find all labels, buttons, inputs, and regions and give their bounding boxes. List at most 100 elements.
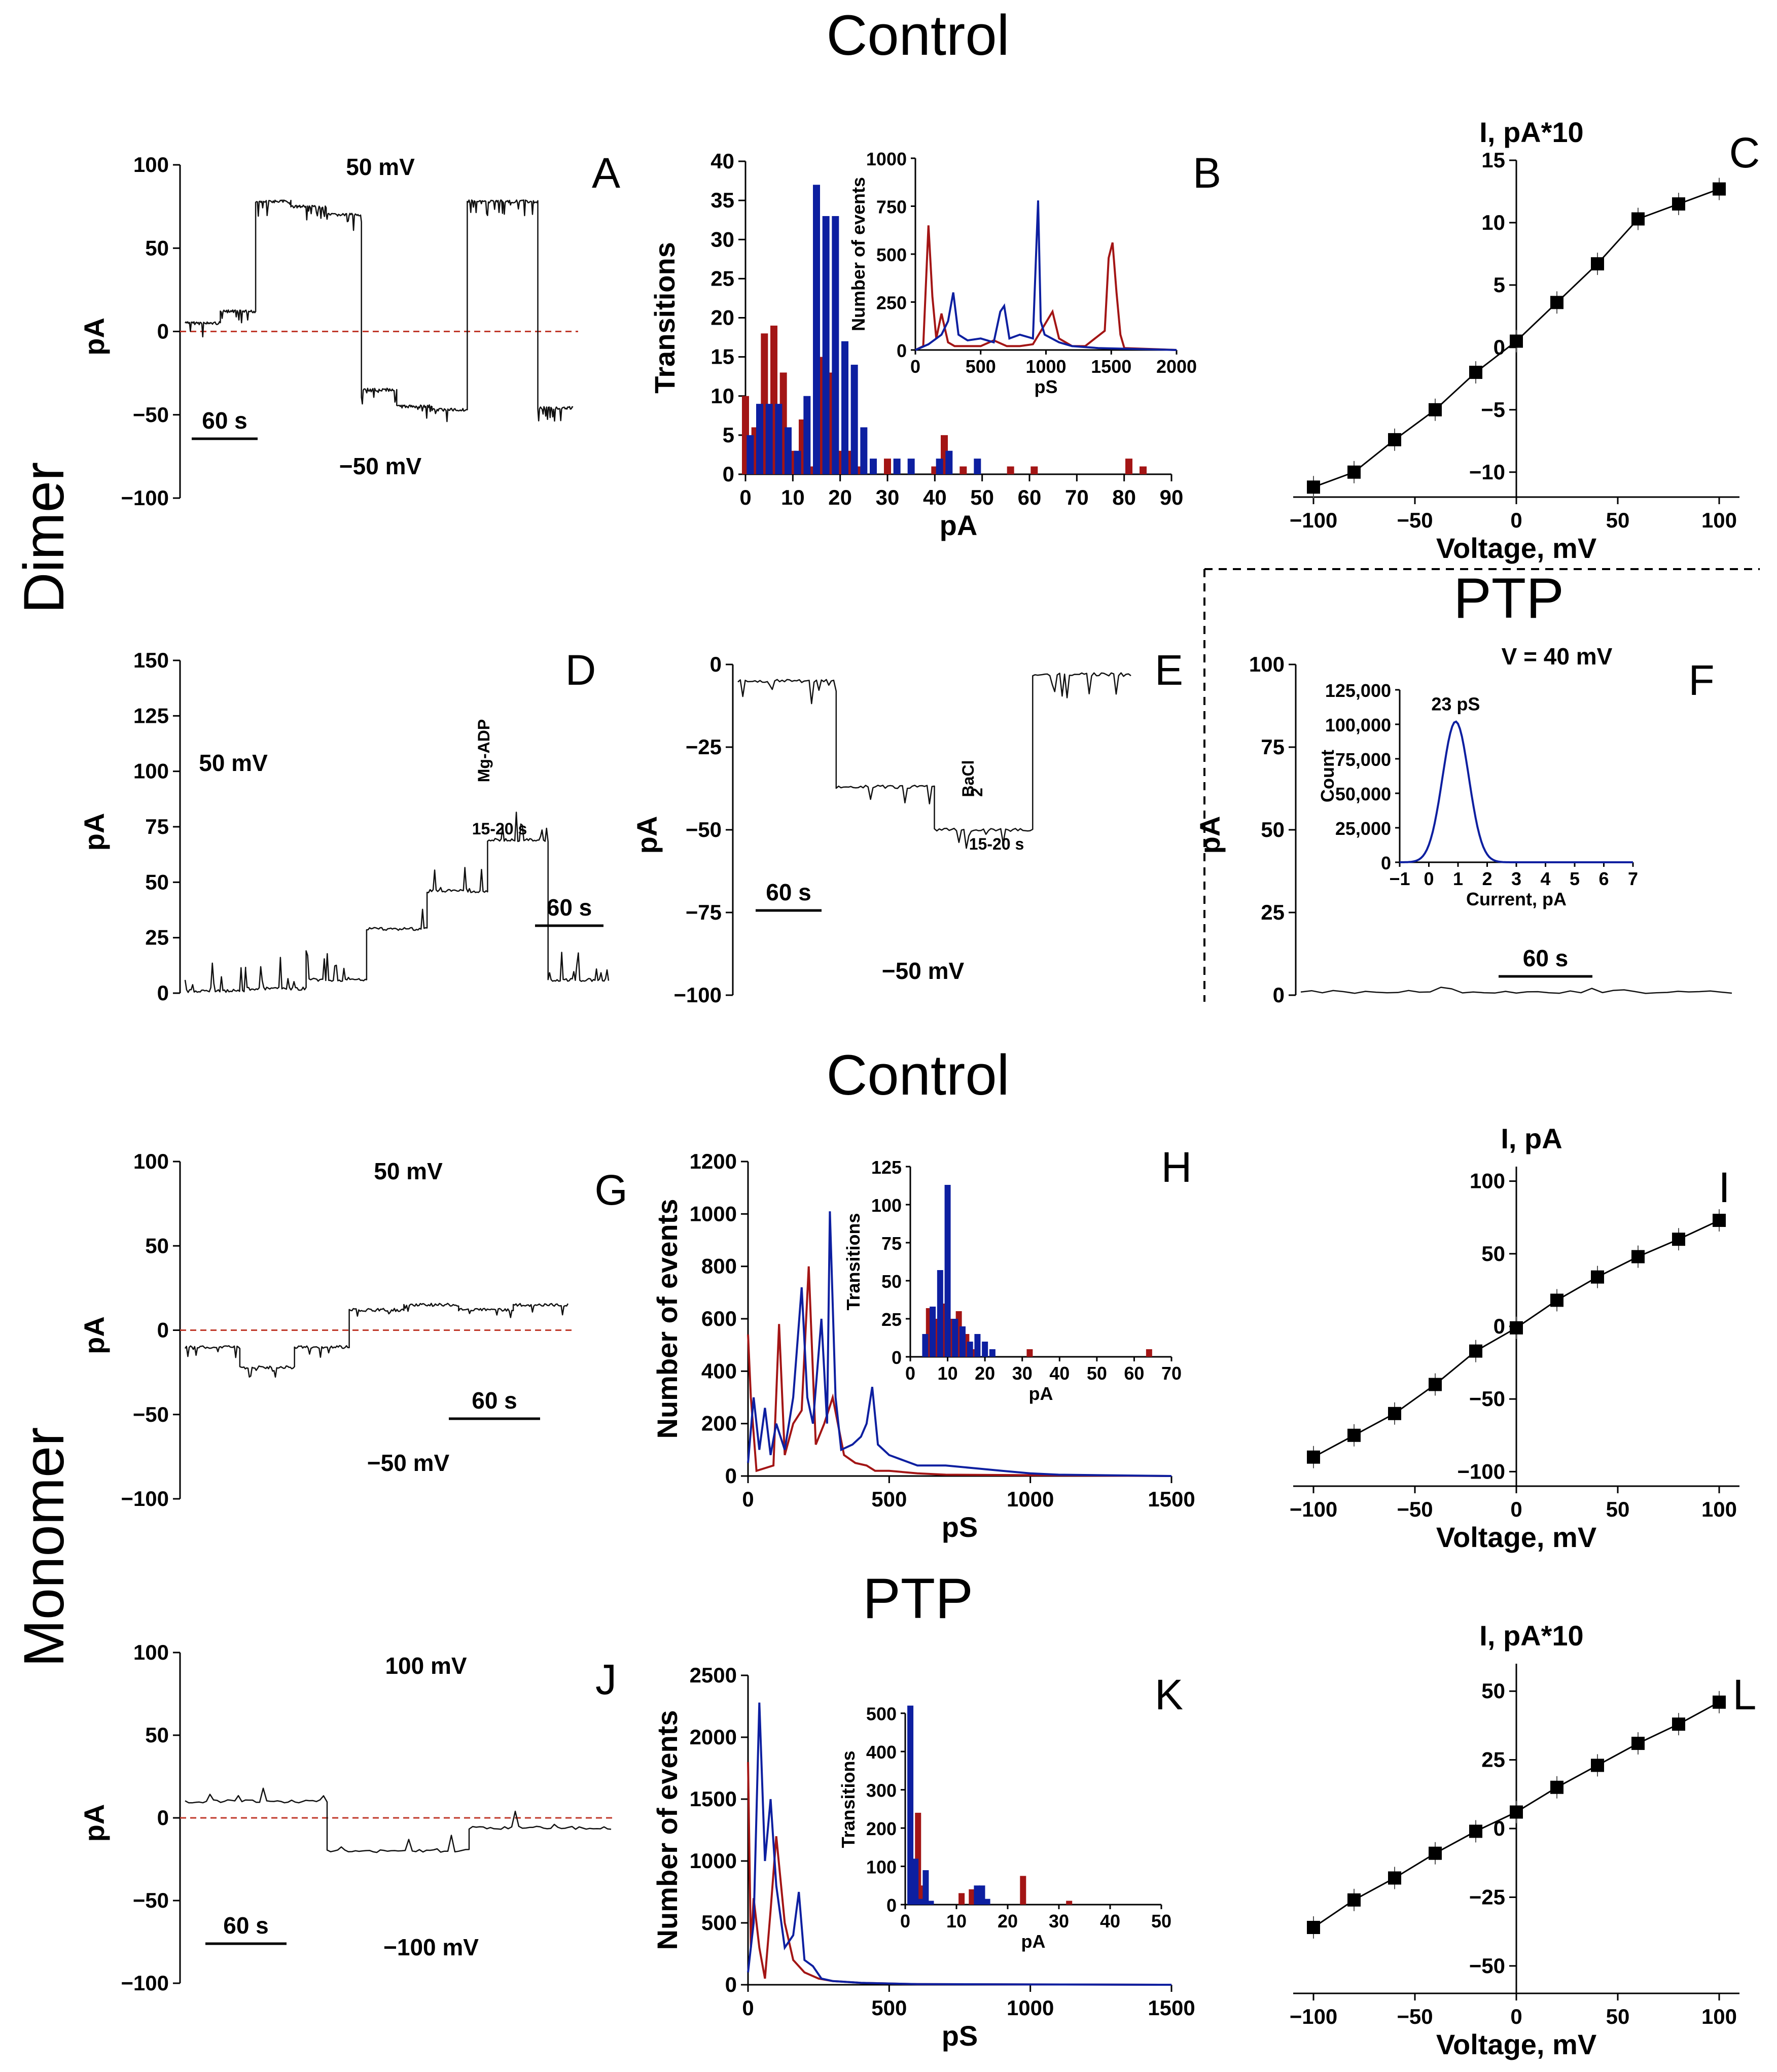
y-tick-label: 1000 [690,1202,737,1225]
panel-letter-D: D [565,646,596,694]
trace-A [185,199,574,423]
y-tick-label: 100 [133,1149,169,1173]
y-tick-label: 50 [1481,1679,1505,1703]
x-tick-label: 100 [1701,2005,1737,2028]
x-tick-label: 90 [1160,485,1184,509]
bar-B-blue [747,435,754,474]
x-tick-label: 50 [1606,1497,1630,1521]
bar-H-inset-red [1026,1349,1033,1357]
x-axis-label-I: Voltage, mV [1436,1521,1596,1553]
y-tick-label: 125 [871,1157,902,1178]
bar-H-inset-blue [930,1307,936,1357]
x-tick-label: 100 [1701,508,1737,532]
x-tick-label: 40 [1049,1363,1070,1384]
x-tick-label: 7 [1628,868,1638,889]
data-point-C [1631,212,1645,226]
x-tick-label: 70 [1065,485,1089,509]
x-axis-label-L: Voltage, mV [1436,2028,1596,2060]
data-point-L [1631,1737,1645,1750]
x-tick-label: 0 [910,356,920,377]
y-tick-label: 10 [1481,210,1505,234]
data-point-C [1550,296,1563,309]
y-tick-label: 300 [866,1780,897,1801]
inset-y-label-B: Number of events [848,177,869,331]
y-tick-label: 600 [701,1307,737,1330]
y-tick-label: 200 [866,1818,897,1839]
y-tick-label: 800 [701,1254,737,1278]
data-point-L [1469,1824,1482,1838]
y-tick-label: 75,000 [1335,749,1391,770]
side-label-monomer: Monomer [12,1427,76,1667]
bar-K-inset-blue [917,1899,924,1905]
y-tick-label: 1000 [866,149,907,169]
y-tick-label: −50 [1469,1387,1505,1411]
x-tick-label: 10 [946,1911,967,1931]
x-tick-label: 1500 [1091,356,1131,377]
inset-y-label-K: Transitions [838,1750,859,1848]
x-tick-label: 4 [1540,868,1550,889]
x-tick-label: 2000 [1156,356,1197,377]
gaussian-fit-F [1399,720,1633,863]
data-point-C [1307,480,1320,494]
y-tick-label: 5 [723,423,734,447]
bar-K-inset-red [958,1893,965,1905]
bar-B-blue [813,185,820,474]
bar-B-blue [860,427,868,474]
y-tick-label: 25 [1481,1748,1505,1772]
x-tick-label: 100 [1701,1497,1737,1521]
y-axis-label-J: pA [78,1804,110,1842]
y-tick-label: 100 [866,1857,897,1878]
data-point-C [1388,433,1401,446]
x-tick-label: 30 [876,485,900,509]
scale-bar-label-E: 60 s [766,879,811,905]
x-tick-label: −100 [1290,508,1338,532]
section-title-ptp-bot: PTP [863,1567,973,1630]
y-tick-label: 100 [133,759,169,783]
x-axis-label-C: Voltage, mV [1436,532,1596,564]
y-tick-label: −50 [686,818,722,841]
inset-y-label-H: Transitions [843,1213,864,1310]
x-tick-label: −100 [1290,1497,1338,1521]
panel-letter-L: L [1733,1671,1757,1718]
bar-K-inset-blue [979,1885,985,1905]
y-tick-label: 125,000 [1325,680,1391,701]
y-tick-label: −100 [673,983,722,1007]
y-tick-label: 30 [710,227,734,251]
data-point-C [1591,257,1604,271]
y-tick-label: 50 [145,236,169,260]
y-tick-label: −25 [1469,1885,1505,1909]
data-point-L [1307,1921,1320,1934]
y-tick-label: 400 [701,1359,737,1383]
y-tick-label: 400 [866,1742,897,1763]
y-tick-label: 15 [1481,148,1505,172]
x-tick-label: 50 [970,485,994,509]
y-tick-label: 15 [710,345,734,369]
scale-bar-label-F: 60 s [1523,945,1569,971]
x-tick-label: 70 [1161,1363,1182,1384]
bar-B-red [1030,466,1038,474]
panel-letter-A: A [592,149,620,197]
data-point-C [1672,197,1685,211]
series-line-B-inset-blue [915,200,1177,351]
y-axis-label-K: Number of events [651,1710,683,1950]
x-tick-label: 500 [871,1487,907,1511]
bar-B-blue [803,396,811,474]
y-tick-label: 0 [1494,1314,1505,1338]
x-tick-label: 60 [1018,485,1042,509]
panel-I: 100 50 0 −50 −100 −100 −50 0 50 100 Voltage, mV I, … [1290,1122,1739,1553]
x-tick-label: 0 [900,1911,910,1931]
x-tick-label: 10 [938,1363,958,1384]
bar-B-blue [822,216,830,474]
x-tick-label: 10 [781,485,805,509]
y-tick-label: 0 [725,1464,737,1488]
y-tick-label: 1500 [690,1787,737,1811]
x-tick-label: 20 [998,1911,1018,1931]
y-tick-label: 100,000 [1325,715,1391,735]
bar-H-inset-blue [937,1270,943,1357]
y-tick-label: −5 [1481,398,1505,422]
y-tick-label: 50 [145,1234,169,1257]
x-tick-label: 40 [1100,1911,1120,1931]
bar-H-inset-red [1146,1349,1152,1357]
